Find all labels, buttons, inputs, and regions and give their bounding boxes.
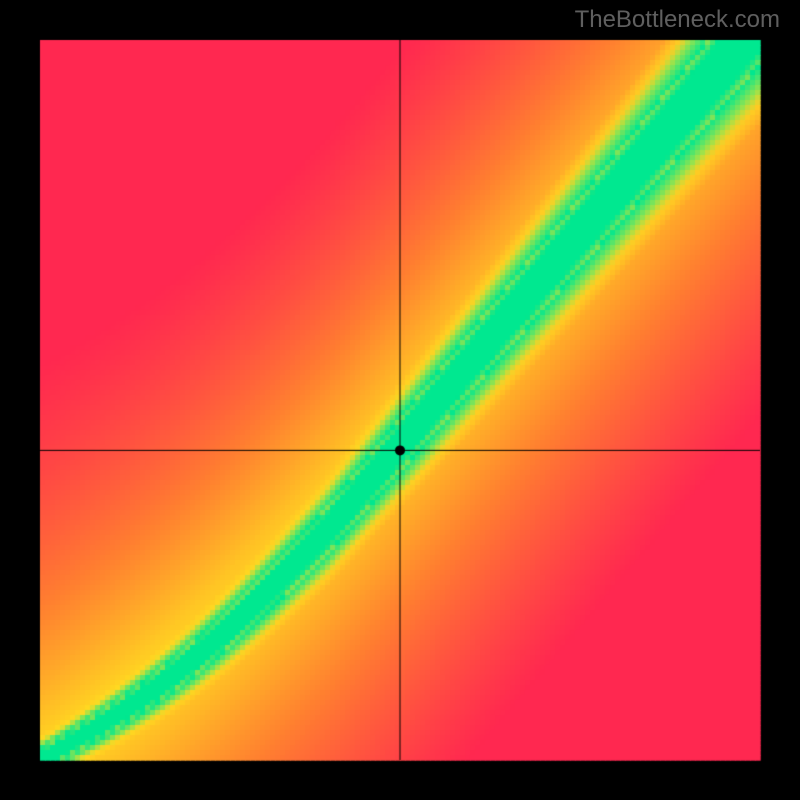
heatmap-canvas	[0, 0, 800, 800]
chart-container: TheBottleneck.com	[0, 0, 800, 800]
watermark-text: TheBottleneck.com	[575, 6, 780, 34]
